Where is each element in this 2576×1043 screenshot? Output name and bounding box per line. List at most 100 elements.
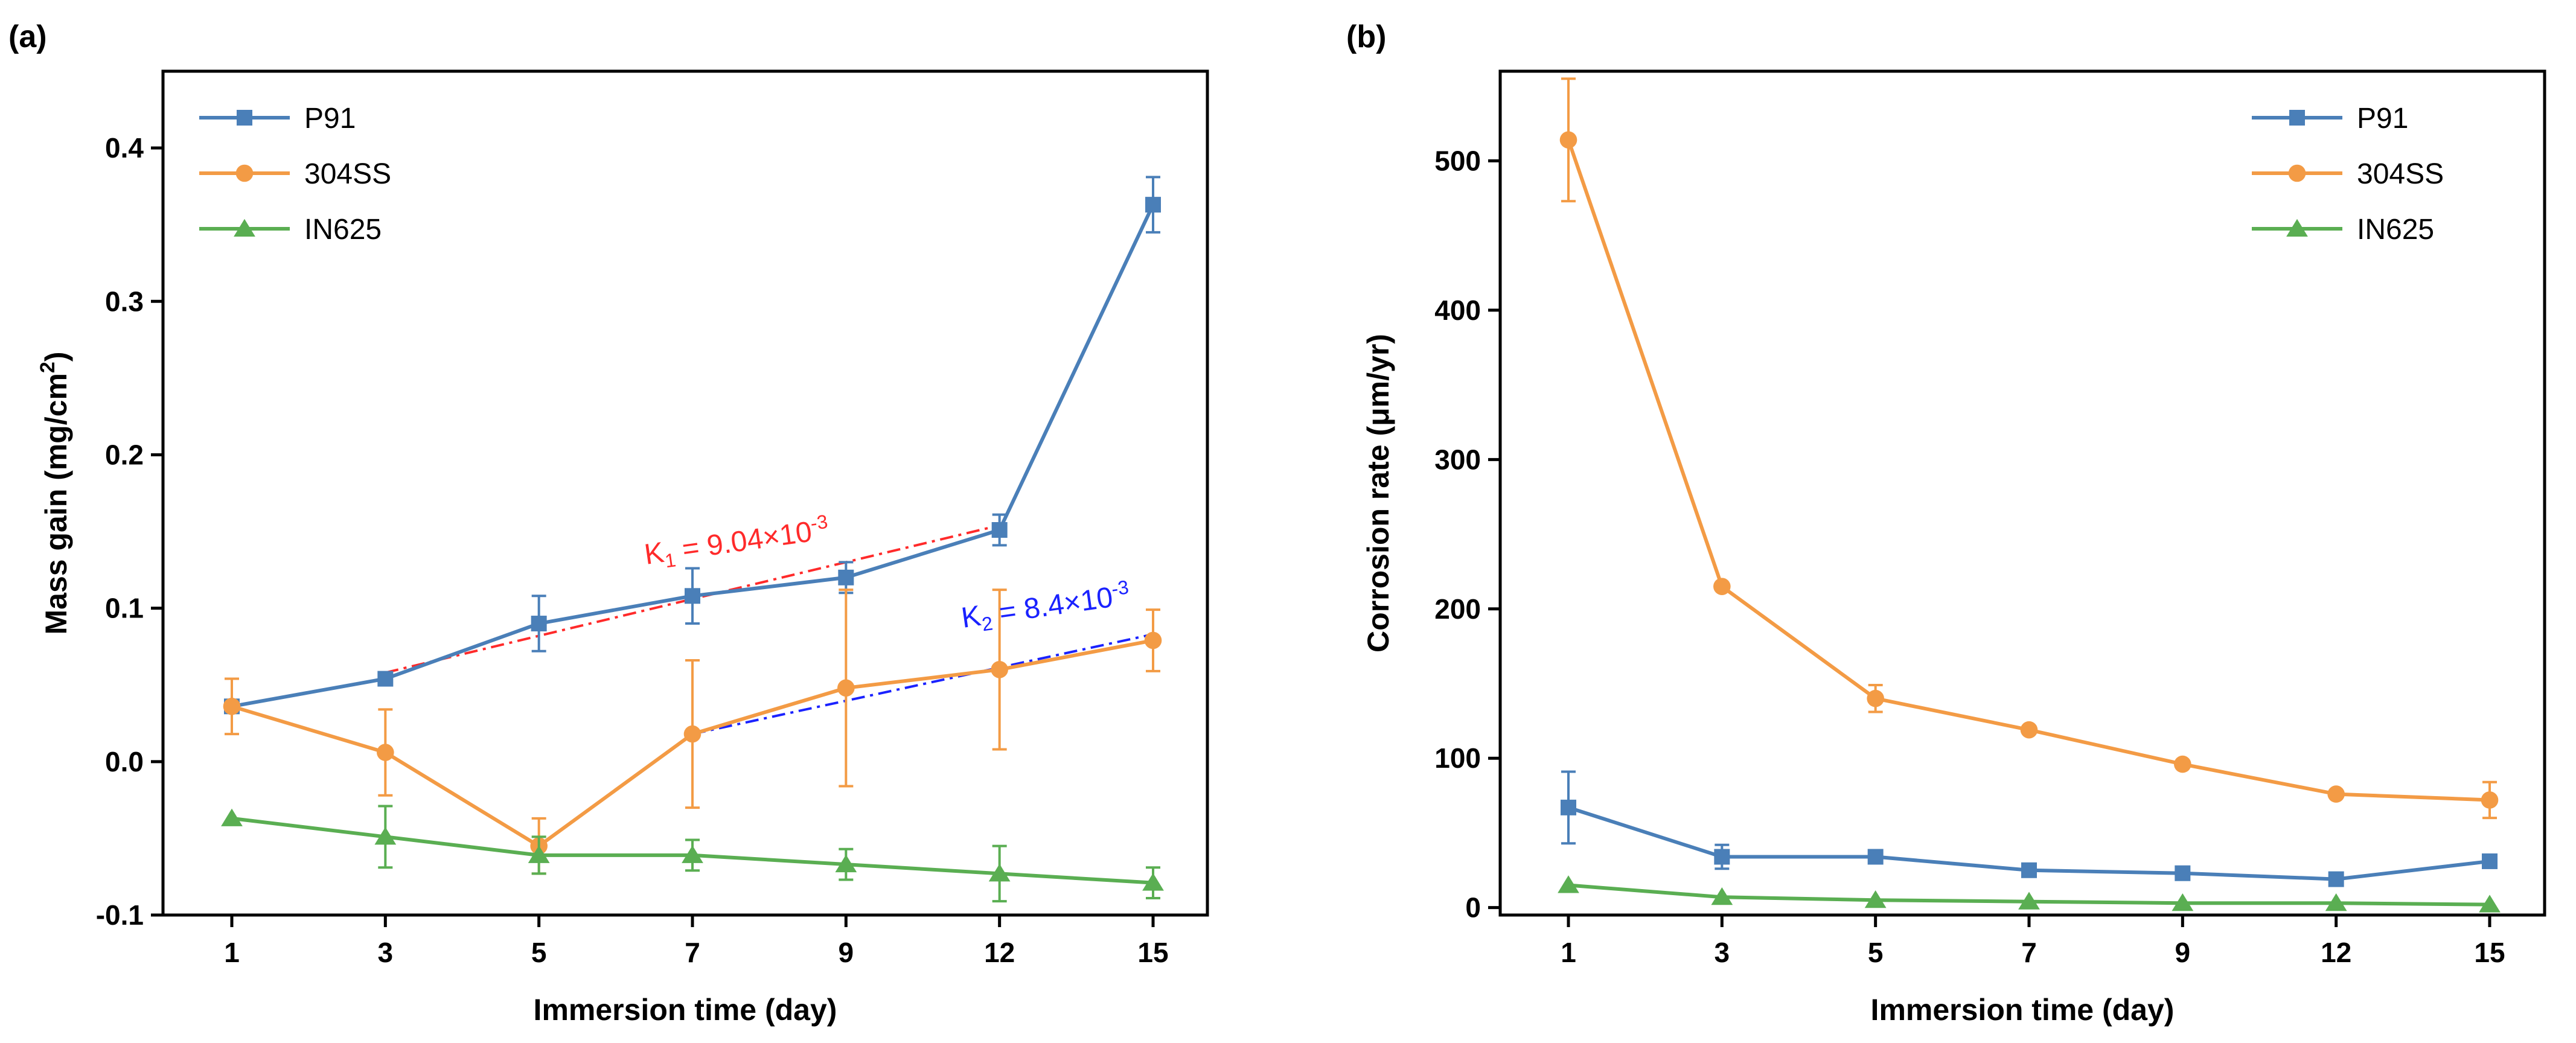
- data-point: [682, 845, 703, 863]
- fit-line-k1: [385, 524, 1000, 674]
- legend-marker: [2286, 218, 2308, 237]
- data-point: [2174, 755, 2191, 773]
- data-point: [683, 725, 702, 743]
- series-line-304ss: [1567, 139, 2490, 802]
- legend-item-in625: IN625: [199, 214, 382, 246]
- data-point: [1145, 197, 1161, 213]
- data-point: [991, 522, 1008, 538]
- data-point: [2020, 721, 2038, 739]
- data-point: [223, 698, 241, 715]
- panel-a-y-axis-title: Mass gain (mg/cm2): [36, 351, 73, 634]
- data-point: [377, 744, 394, 761]
- panel-b-label: (b): [1346, 19, 1386, 54]
- data-point: [685, 588, 700, 604]
- legend-item-304ss: 304SS: [2252, 158, 2444, 190]
- y-tick-label: 100: [1434, 742, 1481, 774]
- y-tick-label: 400: [1434, 295, 1481, 326]
- x-tick-label: 9: [2175, 937, 2191, 968]
- legend-marker: [2288, 164, 2306, 182]
- legend-marker: [237, 110, 252, 126]
- x-tick-label: 15: [2474, 937, 2505, 968]
- fit-line-k2: [692, 633, 1154, 736]
- data-point: [991, 661, 1008, 678]
- data-point: [2482, 853, 2498, 869]
- legend-label: IN625: [2357, 214, 2434, 246]
- x-tick-label: 12: [984, 937, 1015, 968]
- panel-a-fit-lines: [385, 524, 1154, 736]
- panel-b-plot-frame: [1498, 69, 2546, 917]
- y-tick-label: 0.3: [105, 285, 144, 317]
- panel-a-series: [221, 176, 1164, 903]
- data-point: [1867, 849, 1884, 865]
- x-tick-label: 15: [1137, 937, 1168, 968]
- data-point: [1559, 131, 1577, 149]
- series-p91: [224, 176, 1161, 715]
- legend-item-p91: P91: [2252, 103, 2408, 135]
- data-point: [1867, 689, 1884, 707]
- panel-b-x-ticks: 1 3 5 7 9 12 15: [1561, 915, 2505, 968]
- data-point: [1561, 799, 1576, 815]
- data-point: [2481, 791, 2499, 809]
- data-point: [837, 679, 855, 697]
- series-304ss: [223, 588, 1162, 875]
- panel-a-legend: P91 304SS IN625: [199, 103, 391, 246]
- x-tick-label: 1: [224, 937, 240, 968]
- y-tick-label: -0.1: [96, 899, 144, 931]
- legend-label: 304SS: [304, 158, 391, 190]
- data-point: [835, 854, 857, 873]
- panel-a-x-axis-title: Immersion time (day): [534, 993, 837, 1027]
- data-point: [531, 616, 547, 632]
- data-point: [1142, 873, 1164, 891]
- data-point: [2325, 893, 2347, 911]
- legend-marker: [234, 218, 255, 237]
- legend-item-p91: P91: [199, 103, 356, 135]
- x-tick-label: 3: [1715, 937, 1730, 968]
- data-point: [2328, 871, 2344, 887]
- y-tick-label: 500: [1434, 145, 1481, 176]
- panel-a-fit-k2-label: K2 = 8.4×10-3: [959, 576, 1132, 638]
- panel-b-series: [1558, 77, 2501, 913]
- data-point: [377, 671, 394, 687]
- legend-marker: [235, 164, 254, 182]
- panel-b-y-axis-title: Corrosion rate (μm/yr): [1361, 334, 1395, 652]
- x-tick-label: 12: [2321, 937, 2351, 968]
- x-tick-label: 3: [378, 937, 394, 968]
- data-point: [838, 569, 854, 585]
- legend-marker: [2289, 110, 2305, 126]
- data-point: [2479, 895, 2501, 913]
- x-tick-label: 7: [685, 937, 700, 968]
- x-tick-label: 9: [839, 937, 854, 968]
- legend-label: P91: [2357, 103, 2408, 135]
- data-point: [988, 864, 1011, 882]
- y-tick-label: 0.0: [105, 746, 144, 777]
- series-304ss: [1559, 77, 2499, 820]
- data-point: [1711, 887, 1733, 905]
- y-tick-label: 0.1: [105, 593, 144, 624]
- data-point: [2175, 865, 2191, 881]
- y-tick-label: 0.2: [105, 439, 144, 470]
- series-p91: [1561, 770, 2498, 887]
- panel-b-y-ticks: 0 100 200 300 400 500: [1434, 145, 1500, 923]
- data-point: [374, 827, 397, 845]
- data-point: [2018, 891, 2040, 910]
- x-tick-label: 7: [2021, 937, 2037, 968]
- series-line-p91: [231, 203, 1155, 709]
- panel-b-legend: P91 304SS IN625: [2252, 103, 2444, 246]
- data-point: [1558, 875, 1579, 893]
- legend-label: IN625: [304, 214, 382, 246]
- series-in625: [221, 805, 1164, 903]
- panel-a-y-ticks: -0.1 0.0 0.1 0.2 0.3 0.4: [96, 132, 163, 931]
- data-point: [2327, 785, 2345, 803]
- panel-b-corrosion-rate: (b) 1 3 5 7 9 12 15 0 100 200 300 400 500 Immersion…: [1346, 19, 2546, 1027]
- legend-item-304ss: 304SS: [199, 158, 391, 190]
- panel-b-x-axis-title: Immersion time (day): [1871, 993, 2175, 1027]
- data-point: [1714, 849, 1730, 865]
- panel-a-mass-gain: (a) 1 3 5 7 9 12 15 -0.1 0.0 0.1 0.2 0.3 0.4 Immers…: [8, 19, 1209, 1027]
- y-tick-label: 200: [1434, 593, 1481, 625]
- panel-a-label: (a): [8, 19, 47, 54]
- x-tick-label: 1: [1561, 937, 1576, 968]
- legend-item-in625: IN625: [2252, 214, 2434, 246]
- data-point: [221, 808, 243, 826]
- y-tick-label: 0.4: [105, 132, 144, 164]
